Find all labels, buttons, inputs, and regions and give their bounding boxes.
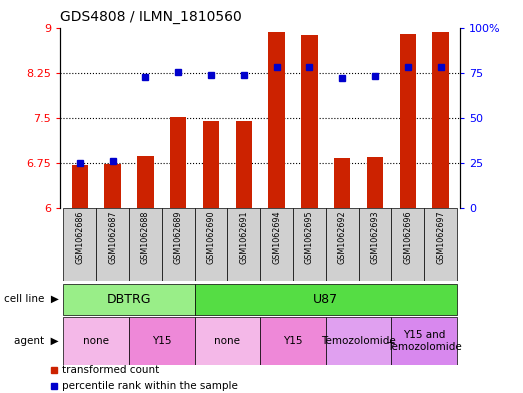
Bar: [235, 121, 252, 208]
Bar: [129, 208, 162, 281]
Bar: [129, 318, 195, 365]
Text: agent  ▶: agent ▶: [14, 336, 59, 346]
Text: Y15 and
Temozolomide: Y15 and Temozolomide: [387, 330, 461, 352]
Bar: [137, 156, 154, 208]
Bar: [96, 208, 129, 281]
Text: GSM1062694: GSM1062694: [272, 211, 281, 264]
Text: GSM1062689: GSM1062689: [174, 211, 183, 264]
Bar: [359, 208, 391, 281]
Bar: [63, 208, 96, 281]
Text: U87: U87: [313, 292, 338, 306]
Text: GSM1062697: GSM1062697: [436, 211, 445, 264]
Text: none: none: [214, 336, 241, 346]
Bar: [424, 208, 457, 281]
Bar: [162, 208, 195, 281]
Bar: [203, 121, 219, 208]
Bar: [391, 208, 424, 281]
Text: GSM1062691: GSM1062691: [240, 211, 248, 264]
Text: Y15: Y15: [152, 336, 172, 346]
Bar: [326, 208, 359, 281]
Bar: [260, 208, 293, 281]
Text: GSM1062688: GSM1062688: [141, 211, 150, 264]
Text: GSM1062693: GSM1062693: [370, 211, 380, 264]
Bar: [400, 33, 416, 208]
Text: DBTRG: DBTRG: [107, 292, 151, 306]
Bar: [433, 32, 449, 208]
Bar: [195, 208, 228, 281]
Text: Temozolomide: Temozolomide: [321, 336, 396, 346]
Text: GSM1062696: GSM1062696: [403, 211, 412, 264]
Bar: [268, 32, 285, 208]
Text: percentile rank within the sample: percentile rank within the sample: [62, 380, 237, 391]
Text: GSM1062690: GSM1062690: [207, 211, 215, 264]
Bar: [260, 318, 326, 365]
Bar: [326, 318, 391, 365]
Bar: [301, 35, 317, 208]
Text: GSM1062687: GSM1062687: [108, 211, 117, 264]
Bar: [195, 318, 260, 365]
Bar: [367, 157, 383, 208]
Bar: [293, 208, 326, 281]
Text: GSM1062692: GSM1062692: [338, 211, 347, 264]
Text: none: none: [83, 336, 109, 346]
Bar: [63, 318, 129, 365]
Text: transformed count: transformed count: [62, 365, 159, 375]
Text: cell line  ▶: cell line ▶: [4, 294, 59, 304]
Bar: [334, 158, 350, 208]
Bar: [72, 165, 88, 208]
Bar: [228, 208, 260, 281]
Bar: [105, 164, 121, 208]
Text: GDS4808 / ILMN_1810560: GDS4808 / ILMN_1810560: [60, 10, 242, 24]
Text: GSM1062686: GSM1062686: [75, 211, 84, 264]
Bar: [63, 283, 195, 315]
Bar: [170, 117, 186, 208]
Bar: [391, 318, 457, 365]
Text: GSM1062695: GSM1062695: [305, 211, 314, 264]
Bar: [195, 283, 457, 315]
Text: Y15: Y15: [283, 336, 303, 346]
